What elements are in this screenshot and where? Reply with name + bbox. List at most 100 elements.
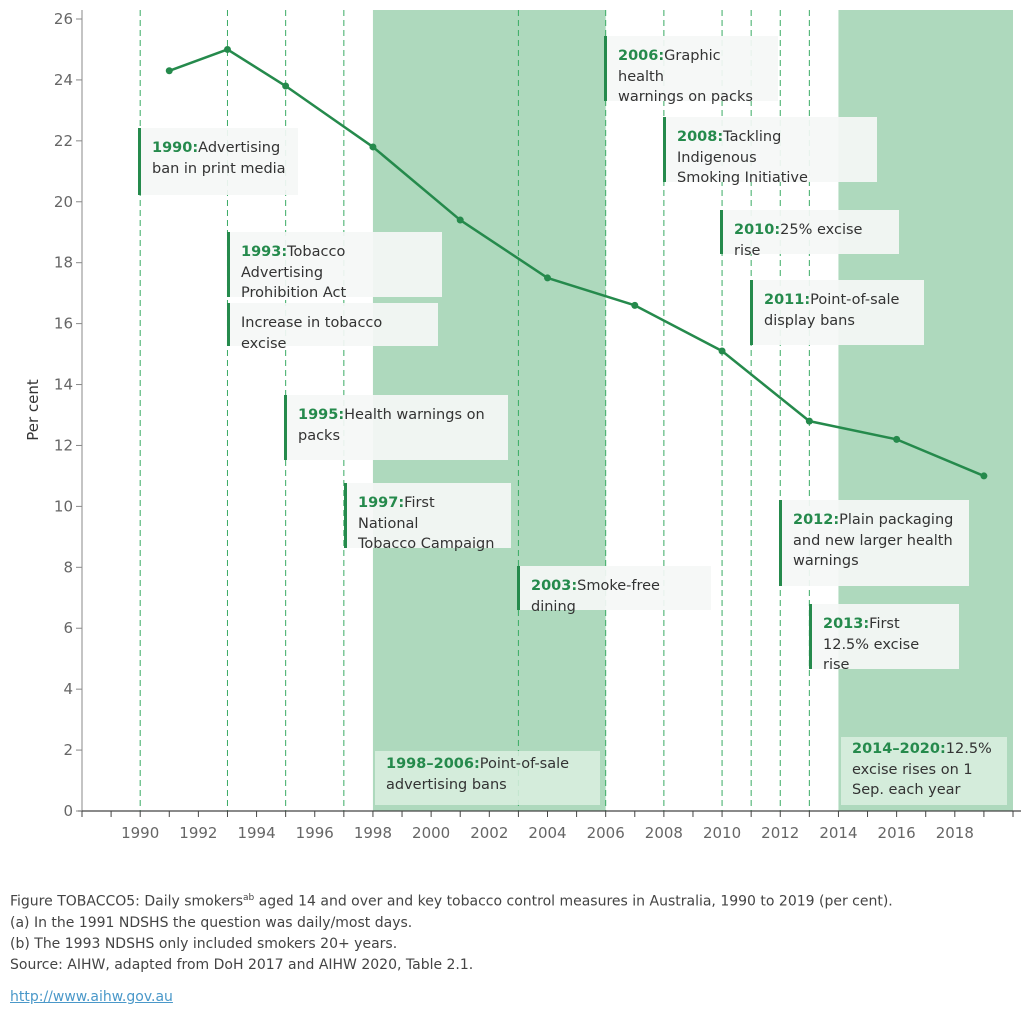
- data-point-1998: [369, 143, 377, 151]
- annotation-text: warnings: [793, 553, 859, 569]
- annotation-text: advertising bans: [386, 776, 507, 793]
- x-tick-label: 2010: [703, 824, 741, 842]
- caption-source: Source: AIHW, adapted from DoH 2017 and …: [10, 956, 474, 973]
- x-tick-label: 2000: [412, 824, 450, 842]
- aihw-link[interactable]: http://www.aihw.gov.au: [10, 989, 173, 1005]
- x-tick-label: 2008: [645, 824, 683, 842]
- annotation-2012: 2012:Plain packaging and new larger heal…: [779, 500, 969, 586]
- y-tick-label: 10: [54, 497, 73, 515]
- annotation-text: Tackling Indigenous: [677, 129, 782, 166]
- y-tick-label: 6: [63, 619, 73, 637]
- x-tick-label: 2014: [819, 824, 857, 842]
- annotation-year: 2006:: [618, 48, 665, 64]
- annotation-year: 1997:: [358, 495, 405, 511]
- annotation-text: Plain packaging: [839, 512, 954, 528]
- caption-superscript: ab: [243, 893, 255, 903]
- annotation-text: packs: [298, 427, 341, 444]
- annotation-text: Tobacco Advertising: [241, 244, 346, 281]
- caption-title: Figure TOBACCO5: Daily smokersab aged 14…: [10, 888, 893, 913]
- annotation-year: 1995:: [298, 407, 345, 423]
- annotation-2003: 2003:Smoke-free dining: [517, 566, 711, 615]
- data-point-2016: [893, 435, 901, 443]
- data-point-2010: [718, 347, 726, 355]
- data-point-2004: [544, 274, 551, 282]
- annotation-2014-2020: 2014–2020:12.5% excise rises on 1 Sep. e…: [841, 737, 1007, 805]
- annotation-text: Smoke-free dining: [531, 578, 660, 615]
- x-tick-label: 1990: [121, 824, 159, 842]
- annotation-year: 2003:: [531, 578, 578, 594]
- y-tick-label: 22: [54, 132, 73, 150]
- annotation-2006: 2006:Graphic health warnings on packs: [604, 36, 778, 105]
- x-tick-label: 1996: [296, 824, 334, 842]
- annotation-text: First National: [358, 495, 435, 532]
- data-point-1995: [282, 82, 290, 90]
- annotation-text: excise rises on 1: [852, 761, 973, 778]
- annotation-text: Tobacco Campaign: [358, 536, 495, 552]
- annotation-1993-excise: Increase in tobacco excise: [227, 303, 438, 352]
- annotation-1995: 1995:Health warnings on packs: [284, 395, 508, 460]
- data-point-2013: [805, 417, 813, 425]
- annotation-year: 2012:: [793, 512, 840, 528]
- annotation-text: 12.5%: [945, 741, 992, 757]
- annotation-text: Point-of-sale: [810, 292, 900, 308]
- y-tick-label: 20: [54, 193, 73, 211]
- data-point-1991: [165, 67, 173, 75]
- x-tick-label: 2018: [936, 824, 974, 842]
- x-tick-label: 2012: [761, 824, 799, 842]
- caption-title-text: Figure TOBACCO5: Daily smokers: [10, 893, 243, 910]
- annotation-text: 25% excise rise: [734, 222, 863, 259]
- annotation-2013: 2013:First 12.5% excise rise: [809, 604, 959, 673]
- annotation-text: 12.5% excise rise: [823, 636, 920, 674]
- annotation-text: Advertising: [198, 140, 281, 156]
- annotation-2008: 2008:Tackling Indigenous Smoking Initiat…: [663, 117, 877, 186]
- y-tick-label: 26: [54, 10, 73, 28]
- data-point-2001: [456, 216, 464, 224]
- y-tick-label: 16: [54, 315, 73, 333]
- annotation-2010: 2010:25% excise rise: [720, 210, 899, 259]
- caption-note-a: (a) In the 1991 NDSHS the question was d…: [10, 914, 413, 931]
- y-tick-label: 12: [54, 436, 73, 454]
- x-tick-label: 2002: [470, 824, 508, 842]
- annotation-text: warnings on packs: [618, 89, 753, 105]
- y-tick-label: 0: [63, 802, 73, 820]
- x-tick-label: 1998: [354, 824, 392, 842]
- annotation-year: 2010:: [734, 222, 781, 238]
- annotation-text: Health warnings on: [344, 407, 485, 423]
- x-tick-label: 2016: [878, 824, 916, 842]
- series-daily-smokers: [165, 45, 988, 480]
- data-point-2019: [980, 472, 988, 480]
- annotation-year: 2014–2020:: [852, 741, 946, 757]
- x-tick-label: 1994: [237, 824, 275, 842]
- annotation-text: Graphic health: [618, 48, 721, 85]
- annotation-year: 1998–2006:: [386, 756, 480, 772]
- annotation-text: ban in print media: [152, 160, 286, 177]
- annotation-1990: 1990:Advertising ban in print media: [138, 128, 298, 195]
- y-tick-label: 4: [63, 680, 73, 698]
- annotation-text: Point-of-sale: [479, 756, 570, 772]
- annotation-text: display bans: [764, 312, 855, 329]
- annotation-year: 1990:: [152, 140, 199, 156]
- y-tick-label: 14: [54, 376, 73, 394]
- data-point-2007: [631, 301, 639, 309]
- x-tick-label: 1992: [179, 824, 217, 842]
- x-tick-label: 2006: [587, 824, 625, 842]
- annotation-text: Increase in tobacco excise: [241, 315, 383, 352]
- annotation-text: First: [869, 616, 900, 632]
- annotation-text: Smoking Initiative: [677, 170, 808, 186]
- caption-note-b: (b) The 1993 NDSHS only included smokers…: [10, 935, 398, 952]
- figure-caption: Figure TOBACCO5: Daily smokersab aged 14…: [10, 888, 893, 976]
- y-tick-label: 24: [54, 71, 73, 89]
- y-tick-label: 2: [63, 741, 73, 759]
- annotation-2011: 2011:Point-of-sale display bans: [750, 280, 924, 345]
- y-tick-label: 18: [54, 254, 73, 272]
- annotation-year: 2008:: [677, 129, 724, 145]
- x-tick-label: 2004: [528, 824, 566, 842]
- annotation-1998-2006: 1998–2006:Point-of-sale advertising bans: [375, 751, 600, 805]
- annotation-text: and new larger health: [793, 532, 953, 549]
- y-axis-label: Per cent: [24, 379, 42, 441]
- annotation-year: 2011:: [764, 292, 811, 308]
- annotation-text: Sep. each year: [852, 782, 961, 798]
- annotation-year: 2013:: [823, 616, 870, 632]
- annotation-1993: 1993:Tobacco Advertising Prohibition Act: [227, 232, 442, 301]
